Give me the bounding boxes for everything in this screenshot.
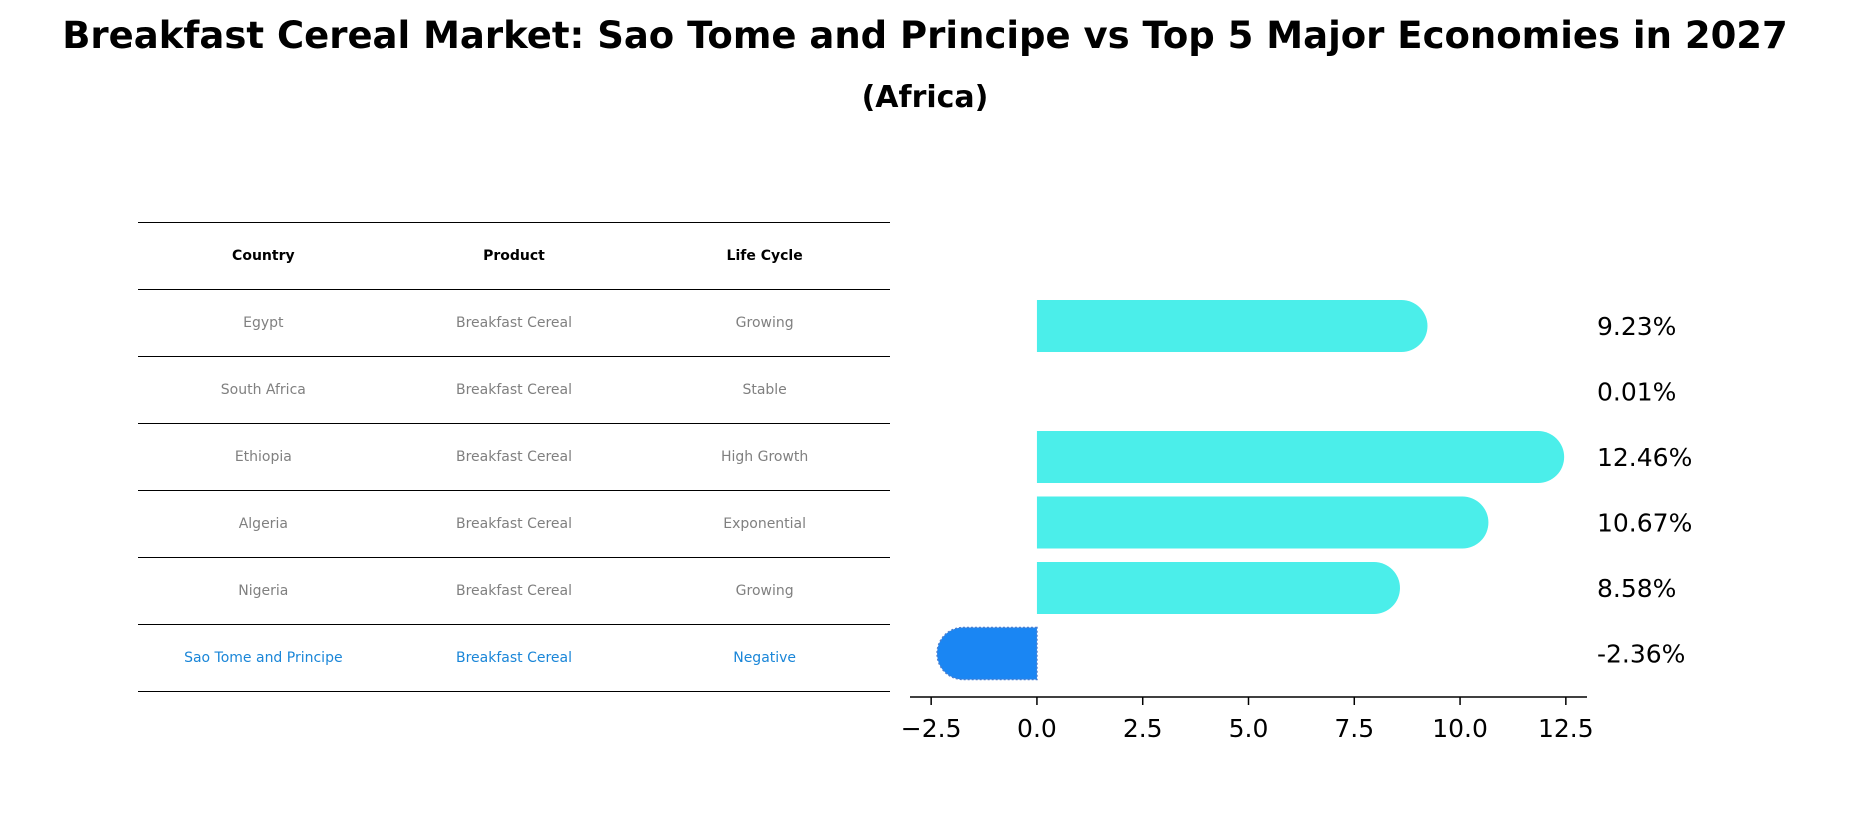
cell-life-cycle: Growing — [735, 315, 794, 331]
bar-value-label: 10.67% — [1597, 509, 1692, 538]
cell-life-cycle: Exponential — [723, 516, 807, 532]
bar-value-label: -2.36% — [1597, 640, 1685, 669]
table-row: Nigeria Breakfast Cereal Growing — [138, 557, 890, 624]
bar — [1036, 496, 1489, 549]
cell-life-cycle: Growing — [735, 583, 794, 599]
x-tick-label: 2.5 — [1123, 714, 1163, 743]
cell-country: Nigeria — [238, 583, 289, 599]
x-tick-label: 0.0 — [1017, 714, 1057, 743]
chart-title: Breakfast Cereal Market: Sao Tome and Pr… — [62, 14, 1788, 57]
bar — [936, 626, 1038, 681]
table-row: Ethiopia Breakfast Cereal High Growth — [138, 423, 890, 490]
bar-value-label: 12.46% — [1597, 443, 1692, 472]
cell-product: Breakfast Cereal — [455, 315, 572, 331]
cell-product: Breakfast Cereal — [455, 516, 572, 532]
x-tick-label: 10.0 — [1432, 714, 1488, 743]
cell-country: Ethiopia — [234, 449, 292, 465]
cell-country: Egypt — [243, 315, 284, 331]
table-header-row: Country Product Life Cycle — [138, 222, 890, 289]
cell-life-cycle: Negative — [733, 650, 797, 666]
x-tick-label: 5.0 — [1229, 714, 1269, 743]
cell-country: South Africa — [220, 382, 306, 398]
cell-country: Sao Tome and Principe — [184, 650, 343, 666]
chart-subtitle: (Africa) — [861, 80, 989, 115]
bar-value-label: 9.23% — [1597, 312, 1676, 341]
cell-product: Breakfast Cereal — [455, 583, 572, 599]
bar — [1036, 562, 1400, 614]
bar-value-label: 0.01% — [1597, 378, 1676, 407]
bar — [1036, 300, 1428, 352]
x-tick-label: 12.5 — [1538, 714, 1594, 743]
header-product: Product — [483, 248, 545, 264]
lifecycle-table: Country Product Life Cycle Egypt Breakfa… — [138, 222, 890, 692]
cell-product: Breakfast Cereal — [455, 382, 572, 398]
cell-life-cycle: High Growth — [720, 449, 809, 465]
x-tick-label: 7.5 — [1334, 714, 1374, 743]
header-country: Country — [232, 248, 295, 264]
table-row-highlighted: Sao Tome and Principe Breakfast Cereal N… — [138, 624, 890, 692]
cell-product: Breakfast Cereal — [455, 449, 572, 465]
cell-life-cycle: Stable — [742, 382, 787, 398]
cell-country: Algeria — [238, 516, 288, 532]
bar — [1036, 431, 1565, 483]
bar-value-label: 8.58% — [1597, 574, 1676, 603]
header-life-cycle: Life Cycle — [726, 248, 803, 264]
table-row: Algeria Breakfast Cereal Exponential — [138, 490, 890, 557]
x-tick-label: −2.5 — [901, 714, 962, 743]
table-row: South Africa Breakfast Cereal Stable — [138, 356, 890, 423]
table-row: Egypt Breakfast Cereal Growing — [138, 289, 890, 356]
cell-product: Breakfast Cereal — [455, 650, 572, 666]
